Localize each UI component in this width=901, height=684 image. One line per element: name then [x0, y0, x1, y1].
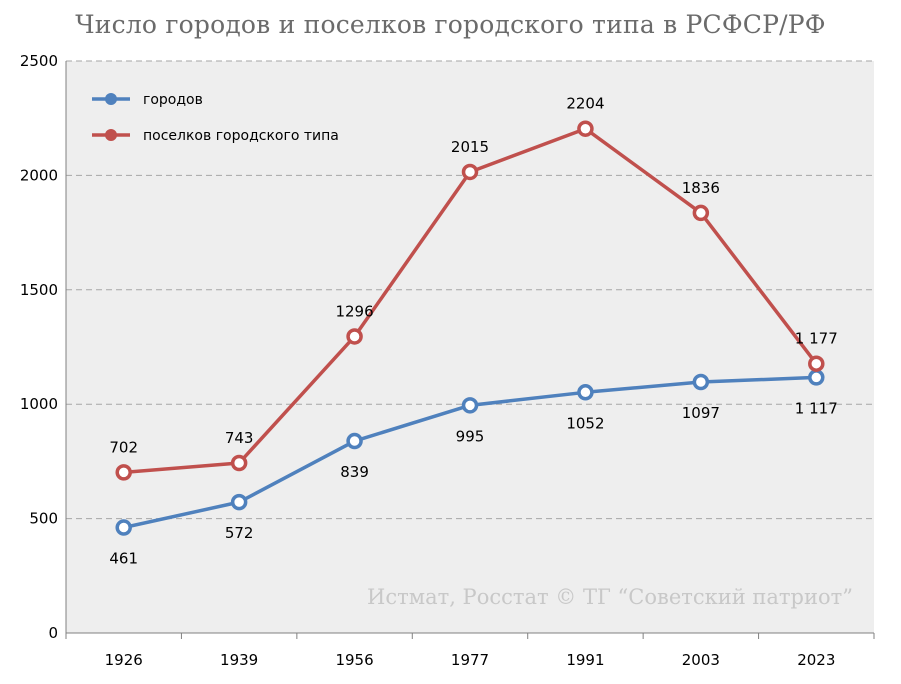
plot-area	[66, 61, 874, 633]
legend-marker	[105, 93, 117, 105]
data-label: 1 177	[795, 330, 838, 348]
data-label: 1 117	[795, 399, 838, 417]
x-tick-label: 2023	[797, 651, 835, 669]
data-label: 461	[109, 550, 138, 568]
y-tick-label: 1000	[20, 395, 58, 413]
data-label: 2015	[451, 138, 489, 156]
x-tick-label: 1977	[451, 651, 489, 669]
data-point	[577, 384, 594, 401]
data-label: 572	[225, 524, 254, 542]
y-tick-label: 1500	[20, 281, 58, 299]
x-tick-label: 1991	[566, 651, 604, 669]
data-point	[346, 328, 363, 345]
data-label: 702	[109, 438, 138, 456]
legend-marker	[105, 129, 117, 141]
data-point	[692, 204, 710, 222]
y-tick-label: 0	[48, 624, 58, 642]
x-tick-label: 2003	[682, 651, 720, 669]
data-point	[808, 369, 825, 386]
data-label: 1836	[682, 179, 720, 197]
data-point	[115, 464, 132, 481]
data-point	[346, 432, 363, 450]
legend-label: поселков городского типа	[143, 128, 339, 144]
x-tick-label: 1939	[220, 651, 258, 669]
data-label: 995	[456, 427, 485, 445]
data-label: 1052	[566, 414, 604, 432]
data-label: 743	[225, 429, 254, 447]
data-point	[115, 519, 132, 536]
y-tick-label: 2000	[20, 166, 58, 184]
watermark-text: Истмат, Росстат © ТГ “Советский патриот”	[367, 585, 853, 609]
y-tick-label: 2500	[20, 52, 58, 70]
legend-label: городов	[143, 92, 203, 108]
data-point	[808, 355, 825, 372]
data-label: 839	[340, 463, 369, 481]
data-label: 1097	[682, 404, 720, 422]
data-point	[692, 373, 710, 391]
data-label: 1296	[335, 302, 373, 320]
data-label: 2204	[566, 95, 604, 113]
x-tick-label: 1956	[335, 651, 373, 669]
data-point	[461, 397, 479, 414]
data-point	[230, 493, 248, 511]
data-point	[230, 454, 248, 472]
data-point	[461, 163, 479, 181]
chart-title: Число городов и поселков городского типа…	[75, 10, 826, 39]
x-tick-label: 1926	[105, 651, 143, 669]
y-tick-label: 500	[29, 510, 58, 528]
data-point	[577, 120, 594, 137]
